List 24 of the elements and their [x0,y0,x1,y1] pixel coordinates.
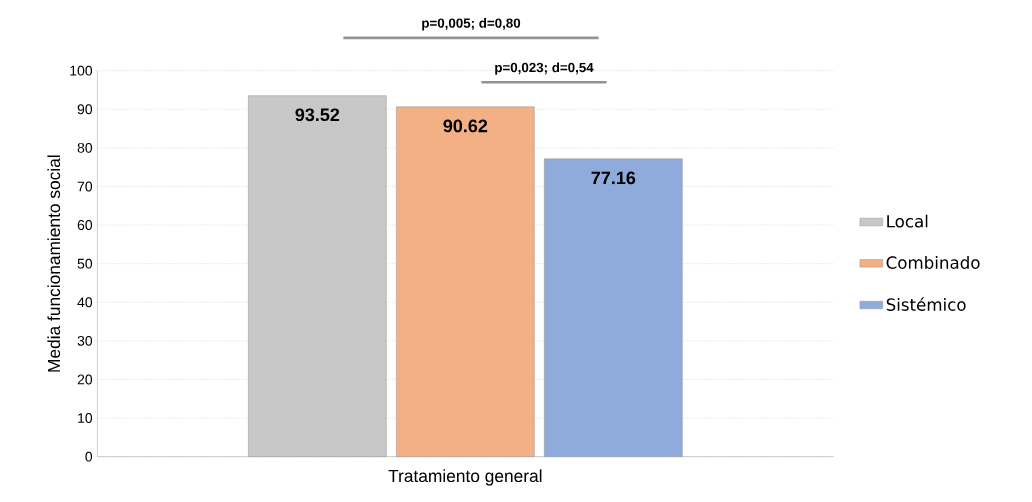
legend-label: Sistémico [886,297,966,311]
bar [248,95,387,457]
legend-label: Local [887,214,928,228]
y-tick-label: 30 [77,335,93,346]
data-label: 93.52 [295,108,340,122]
y-tick-label: 70 [77,181,93,192]
y-tick-label: 100 [70,65,93,76]
y-tick-label: 80 [77,142,93,153]
y-tick-label: 20 [77,374,93,385]
bar [396,106,535,457]
y-tick-label: 0 [85,451,93,462]
y-tick-label: 90 [77,104,93,115]
legend-label: Combinado [886,255,980,269]
data-label: 77.16 [591,171,636,185]
annotation: p=0,023; d=0,54 [495,62,594,75]
y-tick-label: 10 [78,413,93,424]
x-tick-label: Tratamiento general [388,469,542,486]
data-label: 90.62 [443,119,488,133]
text: p=0,005; d=0,80 [422,18,521,31]
y-tick-label: 60 [77,220,93,231]
y-tick-label: 50 [77,258,93,269]
y-tick-label: 40 [77,297,93,308]
y-axis-title: Media funcionamiento social [47,155,61,372]
bar [544,158,683,457]
